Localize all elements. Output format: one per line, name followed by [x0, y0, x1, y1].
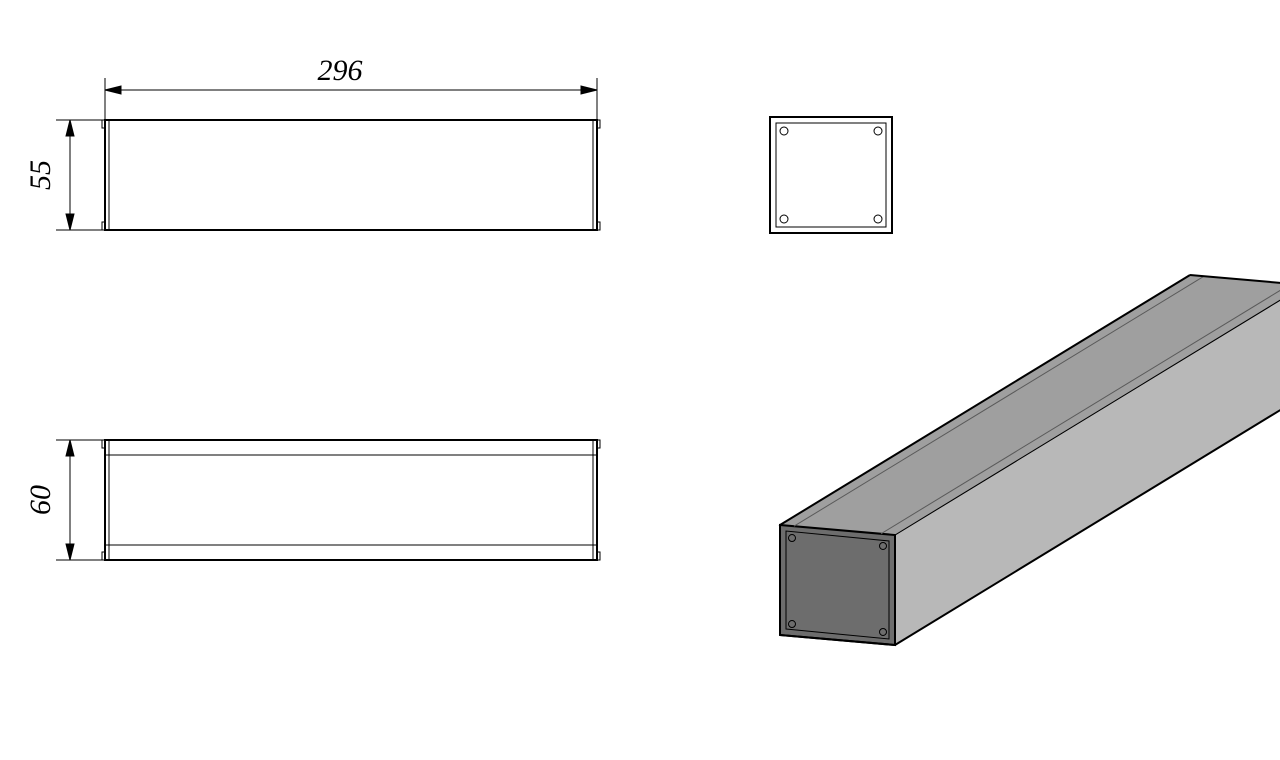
dim-width: 60 — [24, 485, 57, 515]
dim-height: 55 — [24, 160, 57, 190]
front-view — [102, 120, 600, 230]
isometric-view — [780, 275, 1280, 645]
dim-length: 296 — [318, 54, 363, 87]
side-view — [770, 117, 892, 233]
top-view — [102, 440, 600, 560]
